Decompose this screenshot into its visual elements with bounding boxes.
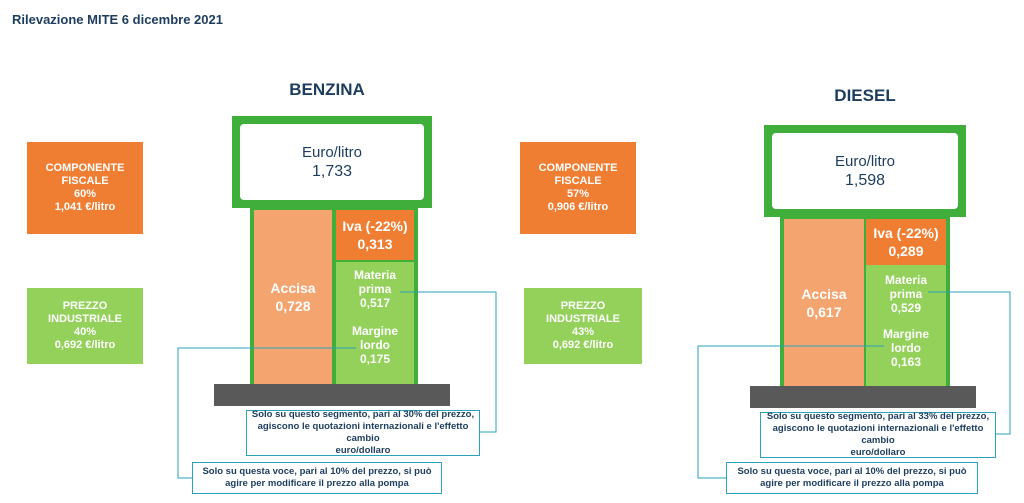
- diesel-fiscale-value: 0,906 €/litro: [547, 201, 609, 213]
- diesel-materia-line1: Materia: [884, 273, 928, 287]
- benzina-industriale-box: PREZZO INDUSTRIALE 40% 0,692 €/litro: [27, 288, 143, 364]
- benzina-industriale-segment: Materia prima 0,517 Margine lordo 0,175: [336, 262, 414, 384]
- benzina-note-voce-line2: agire per modificare il prezzo alla pomp…: [225, 478, 409, 489]
- diesel-fiscale-box: COMPONENTE FISCALE 57% 0,906 €/litro: [520, 142, 636, 234]
- benzina-segment-note: Solo su questo segmento, pari al 30% del…: [246, 409, 480, 456]
- diesel-title: DIESEL: [834, 86, 896, 105]
- diesel-total-price: 1,598: [844, 172, 886, 189]
- diesel-price-display: Euro/litro 1,598: [772, 133, 958, 209]
- benzina-accisa-value: 0,728: [275, 298, 311, 314]
- diesel-industriale-pct: 43%: [571, 326, 595, 338]
- diesel-fiscale-line2: FISCALE: [554, 175, 602, 187]
- benzina-industriale-line2: INDUSTRIALE: [48, 313, 122, 325]
- benzina-note-segment-line1: Solo su questo segmento, pari al 30% del…: [251, 409, 475, 420]
- benzina-industriale-value: 0,692 €/litro: [54, 339, 116, 351]
- diesel-margine-value: 0,163: [890, 355, 922, 369]
- diesel-industriale-line1: PREZZO: [560, 300, 606, 312]
- diesel-accisa-label: Accisa: [801, 286, 847, 302]
- benzina-iva-value: 0,313: [357, 236, 393, 252]
- diesel-iva-label: Iva (-22%): [873, 225, 939, 241]
- diesel-accisa-value: 0,617: [806, 304, 842, 320]
- benzina-materia-line2: prima: [358, 282, 392, 296]
- diesel-iva-value: 0,289: [888, 243, 924, 259]
- page-title: Rilevazione MITE 6 dicembre 2021: [12, 12, 223, 27]
- benzina-note-segment-line2: agiscono le quotazioni internazionali e …: [257, 421, 469, 444]
- diesel-materia-line2: prima: [889, 287, 923, 301]
- benzina-industriale-pct: 40%: [73, 326, 97, 338]
- diesel-materia-value: 0,529: [890, 301, 922, 315]
- diesel-margine-line1: Margine: [882, 327, 929, 341]
- diesel-iva-segment: Iva (-22%) 0,289: [866, 219, 946, 265]
- diesel-fiscale-line1: COMPONENTE: [538, 162, 618, 174]
- diesel-accisa-segment: Accisa 0,617: [784, 219, 864, 387]
- benzina-accisa-segment: Accisa 0,728: [254, 210, 332, 384]
- diesel-unit-label: Euro/litro: [834, 153, 896, 170]
- benzina-note-voce-line1: Solo su questa voce, pari al 10% del pre…: [202, 466, 432, 477]
- diesel-note-voce-line1: Solo su questa voce, pari al 10% del pre…: [737, 466, 967, 477]
- diesel-margine-line2: lordo: [891, 341, 921, 355]
- diesel-fiscale-pct: 57%: [566, 188, 590, 200]
- benzina-fiscale-line2: FISCALE: [61, 175, 109, 187]
- benzina-materia-value: 0,517: [359, 296, 391, 310]
- diesel-industriale-line2: INDUSTRIALE: [546, 313, 620, 325]
- benzina-margine-value: 0,175: [359, 352, 391, 366]
- benzina-fiscale-line1: COMPONENTE: [45, 162, 125, 174]
- diesel-note-voce-line2: agire per modificare il prezzo alla pomp…: [760, 478, 944, 489]
- benzina-materia-line1: Materia: [353, 268, 397, 282]
- diesel-note-segment-line1: Solo su questo segmento, pari al 33% del…: [766, 411, 990, 422]
- benzina-pump-base: [214, 384, 450, 406]
- benzina-iva-segment: Iva (-22%) 0,313: [336, 210, 414, 260]
- diesel-voce-note: Solo su questa voce, pari al 10% del pre…: [726, 462, 978, 494]
- diesel-segment-note: Solo su questo segmento, pari al 33% del…: [760, 411, 996, 458]
- diesel-note-segment-line2: agiscono le quotazioni internazionali e …: [772, 423, 984, 446]
- benzina-title: BENZINA: [289, 80, 365, 99]
- benzina-industriale-line1: PREZZO: [62, 300, 108, 312]
- benzina-iva-label: Iva (-22%): [342, 218, 408, 234]
- diesel-industriale-segment: Materia prima 0,529 Margine lordo 0,163: [866, 265, 946, 387]
- benzina-fiscale-value: 1,041 €/litro: [54, 201, 116, 213]
- benzina-voce-note: Solo su questa voce, pari al 10% del pre…: [192, 462, 442, 494]
- benzina-margine-line2: lordo: [360, 338, 390, 352]
- diesel-note-segment-line3: euro/dollaro: [850, 447, 906, 458]
- benzina-unit-label: Euro/litro: [301, 144, 363, 161]
- benzina-total-price: 1,733: [311, 163, 353, 180]
- benzina-margine-line1: Margine: [351, 324, 398, 338]
- diesel-industriale-value: 0,692 €/litro: [552, 339, 614, 351]
- diesel-pump-base: [750, 386, 976, 408]
- benzina-note-segment-line3: euro/dollaro: [335, 445, 391, 456]
- benzina-fiscale-box: COMPONENTE FISCALE 60% 1,041 €/litro: [27, 142, 143, 234]
- benzina-price-display: Euro/litro 1,733: [240, 124, 424, 200]
- benzina-accisa-label: Accisa: [270, 280, 316, 296]
- diesel-industriale-box: PREZZO INDUSTRIALE 43% 0,692 €/litro: [524, 288, 642, 364]
- benzina-fiscale-pct: 60%: [73, 188, 97, 200]
